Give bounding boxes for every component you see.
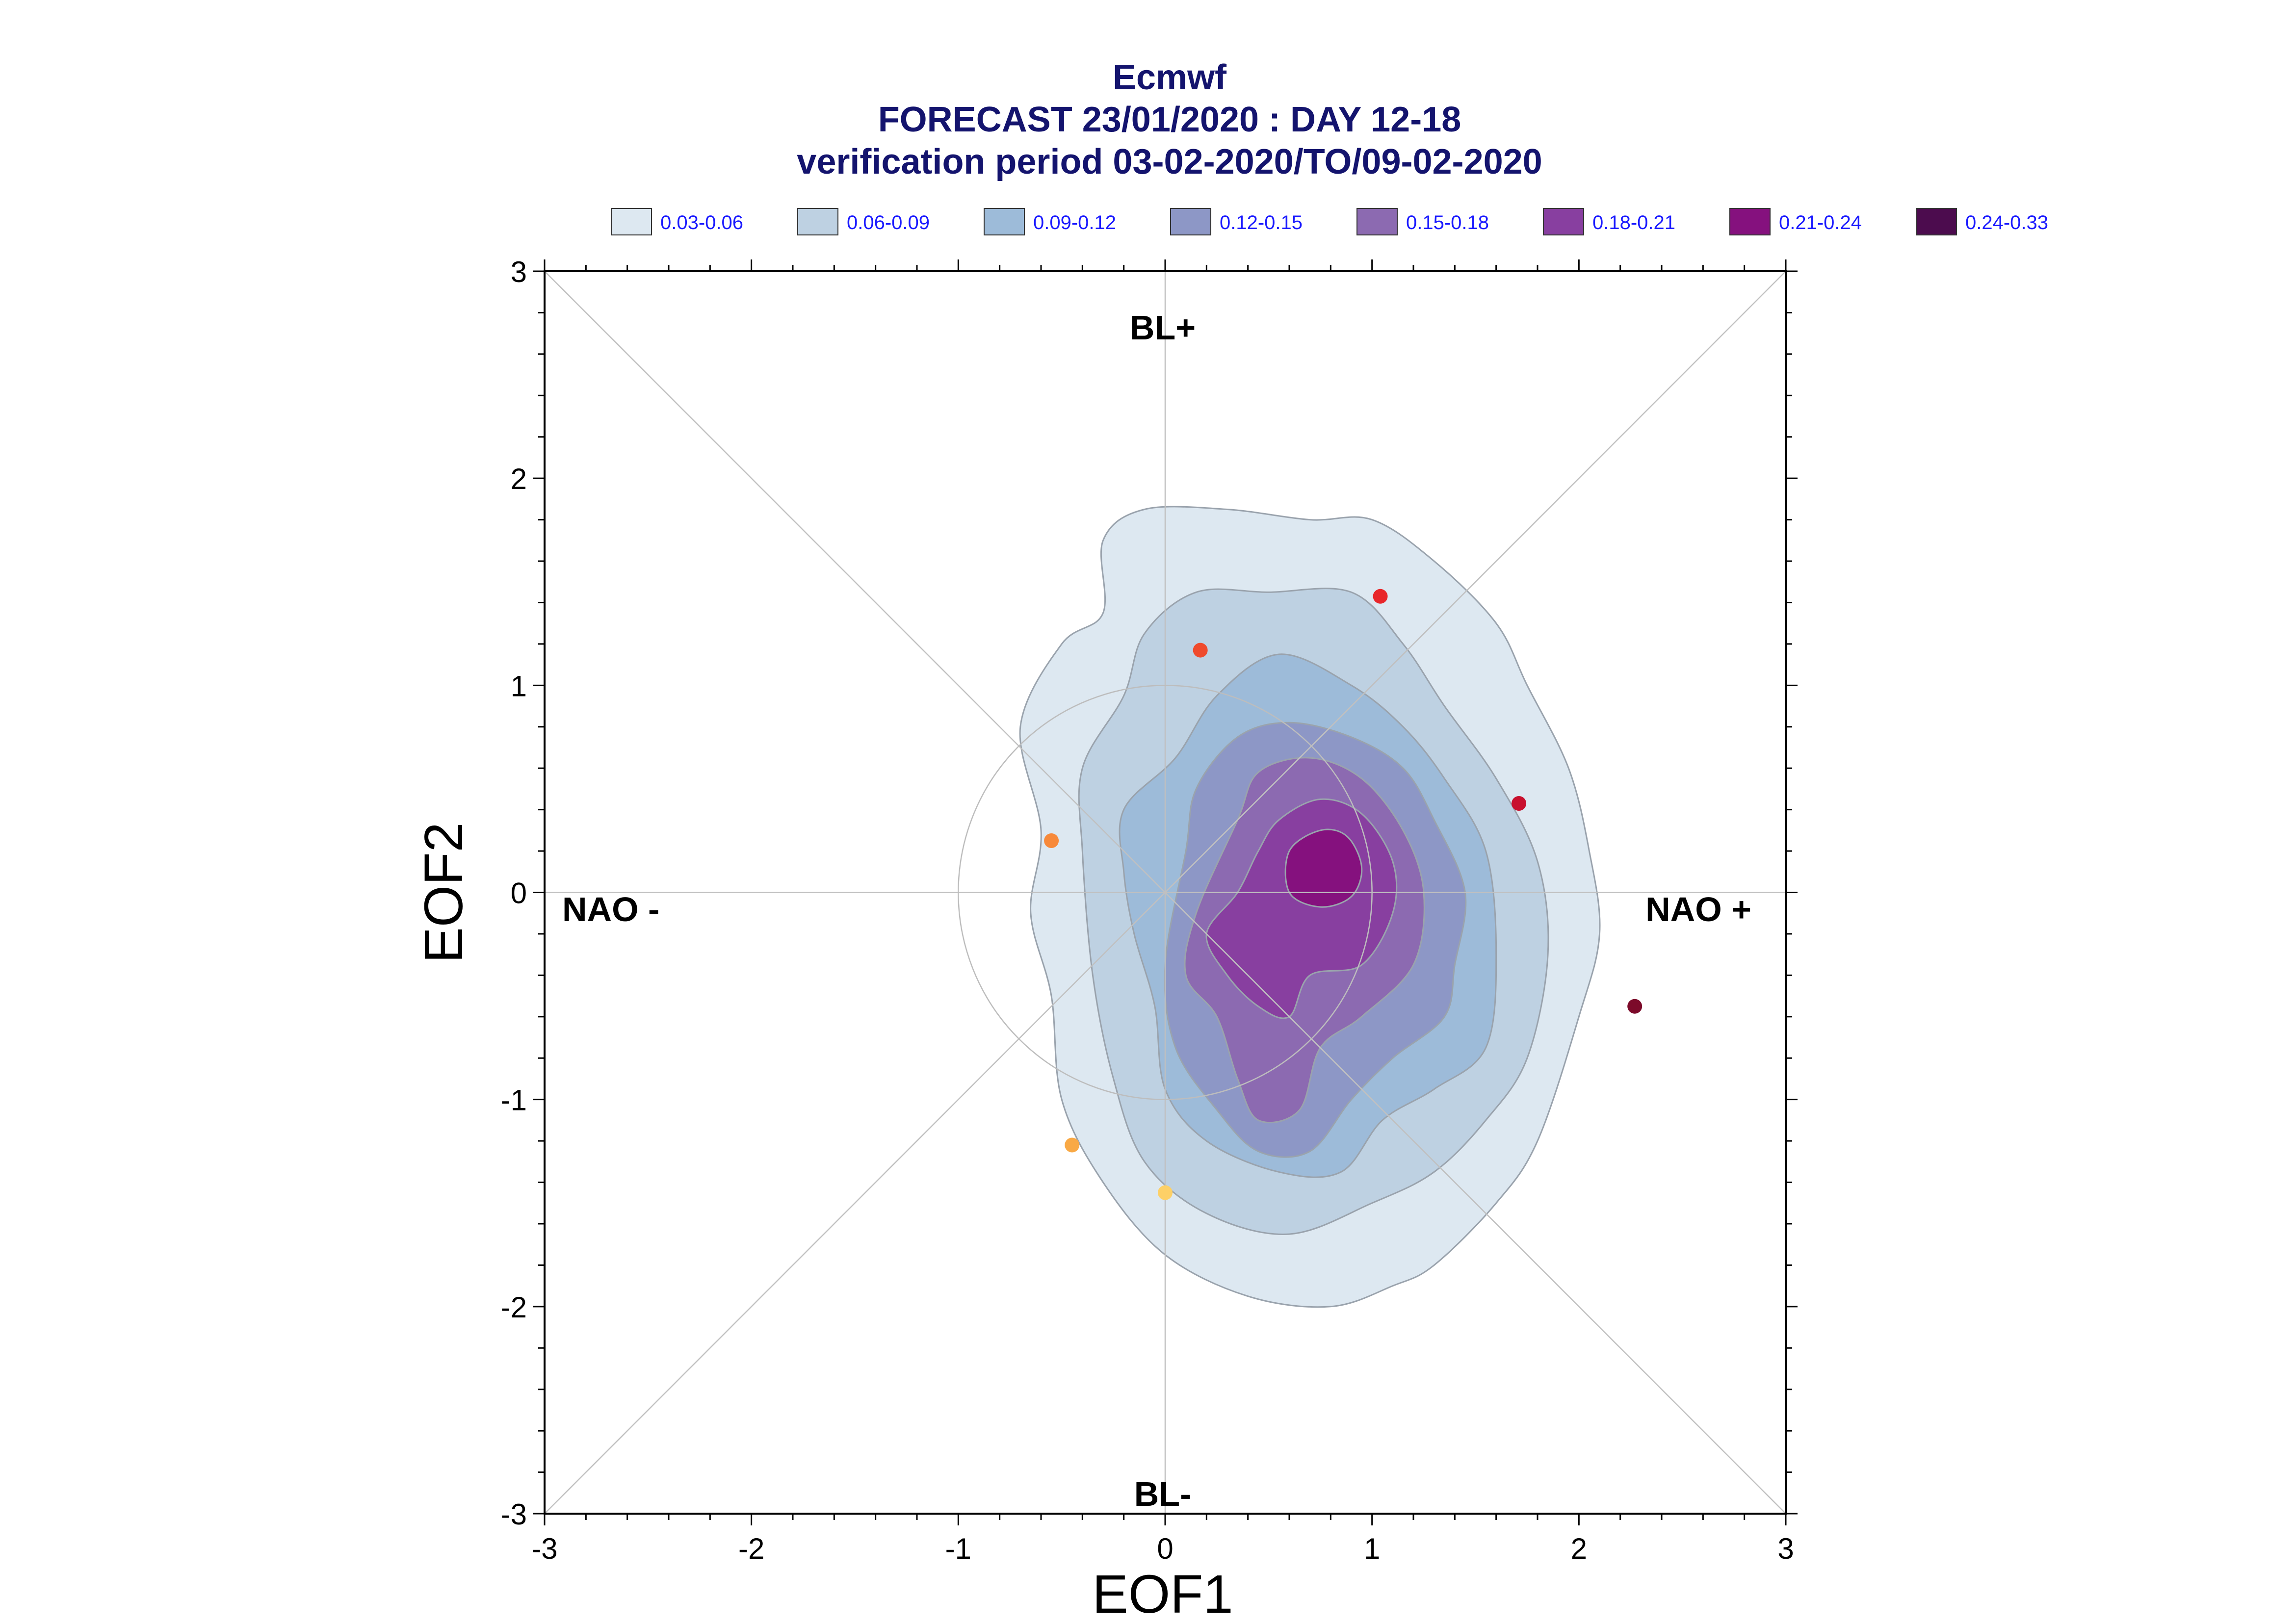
y-axis-label: EOF2 [414, 822, 474, 963]
legend-swatch [1170, 208, 1211, 235]
legend-label: 0.15-0.18 [1406, 212, 1489, 233]
x-tick-label: -2 [738, 1532, 764, 1565]
y-tick-label: 0 [511, 877, 527, 910]
y-axis-ticks: -3 -2 -1 0 1 2 3 [501, 256, 1798, 1531]
y-tick-label: 1 [511, 670, 527, 702]
region-label-top: BL+ [1130, 309, 1196, 347]
y-tick-label: -3 [501, 1498, 527, 1531]
data-point [1044, 833, 1059, 848]
legend-label: 0.03-0.06 [660, 212, 743, 233]
density-contours [1019, 506, 1601, 1308]
x-tick-label: 0 [1157, 1532, 1173, 1565]
data-point [1512, 796, 1527, 811]
legend: 0.03-0.06 0.06-0.09 0.09-0.12 0.12-0.15 0.15… [611, 208, 2048, 235]
x-axis-label: EOF1 [1092, 1564, 1233, 1624]
y-tick-label: -1 [501, 1084, 527, 1117]
y-tick-label: 2 [511, 463, 527, 495]
region-label-right: NAO + [1645, 890, 1751, 928]
x-tick-label: -3 [531, 1532, 557, 1565]
legend-label: 0.12-0.15 [1220, 212, 1303, 233]
legend-label: 0.06-0.09 [847, 212, 930, 233]
legend-label: 0.24-0.33 [1965, 212, 2048, 233]
legend-swatch [984, 208, 1025, 235]
x-axis-ticks: -3 -2 -1 0 1 2 3 [531, 259, 1794, 1565]
title-line-3: verification period 03-02-2020/TO/09-02-… [797, 142, 1542, 181]
region-label-left: NAO - [562, 890, 659, 928]
data-point [1373, 589, 1388, 604]
x-tick-label: 1 [1364, 1532, 1380, 1565]
legend-swatch [1356, 208, 1398, 235]
legend-swatch [1729, 208, 1771, 235]
legend-label: 0.21-0.24 [1779, 212, 1862, 233]
y-tick-label: 3 [511, 256, 527, 288]
data-point [1627, 999, 1643, 1014]
diagonal-guide-line [544, 271, 1786, 1514]
legend-swatch [611, 208, 652, 235]
legend-label: 0.18-0.21 [1592, 212, 1675, 233]
chart-title: Ecmwf FORECAST 23/01/2020 : DAY 12-18 ve… [797, 58, 1542, 181]
data-point [1065, 1137, 1080, 1153]
title-line-2: FORECAST 23/01/2020 : DAY 12-18 [878, 100, 1461, 139]
legend-swatch [1543, 208, 1584, 235]
data-points [1044, 589, 1643, 1200]
legend-label: 0.09-0.12 [1033, 212, 1116, 233]
legend-swatch [1916, 208, 1957, 235]
x-tick-label: 2 [1571, 1532, 1587, 1565]
data-point [1193, 643, 1208, 658]
data-point [1158, 1185, 1173, 1200]
region-label-bottom: BL- [1134, 1475, 1192, 1513]
x-tick-label: -1 [945, 1532, 971, 1565]
y-tick-label: -2 [501, 1291, 527, 1324]
x-tick-label: 3 [1777, 1532, 1794, 1565]
reference-circle [958, 685, 1373, 1100]
legend-swatch [797, 208, 838, 235]
title-line-1: Ecmwf [1113, 58, 1227, 97]
guide-lines [544, 271, 1786, 1514]
